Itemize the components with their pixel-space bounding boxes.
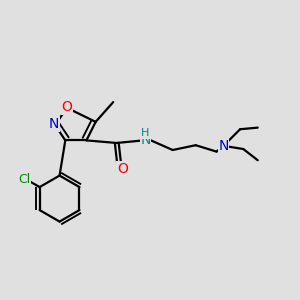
Text: Cl: Cl xyxy=(19,173,31,186)
Text: N: N xyxy=(49,117,59,131)
Text: H: H xyxy=(141,128,150,138)
Text: N: N xyxy=(140,134,151,147)
Text: N: N xyxy=(218,139,229,153)
Text: O: O xyxy=(61,100,72,114)
Text: O: O xyxy=(117,161,128,176)
